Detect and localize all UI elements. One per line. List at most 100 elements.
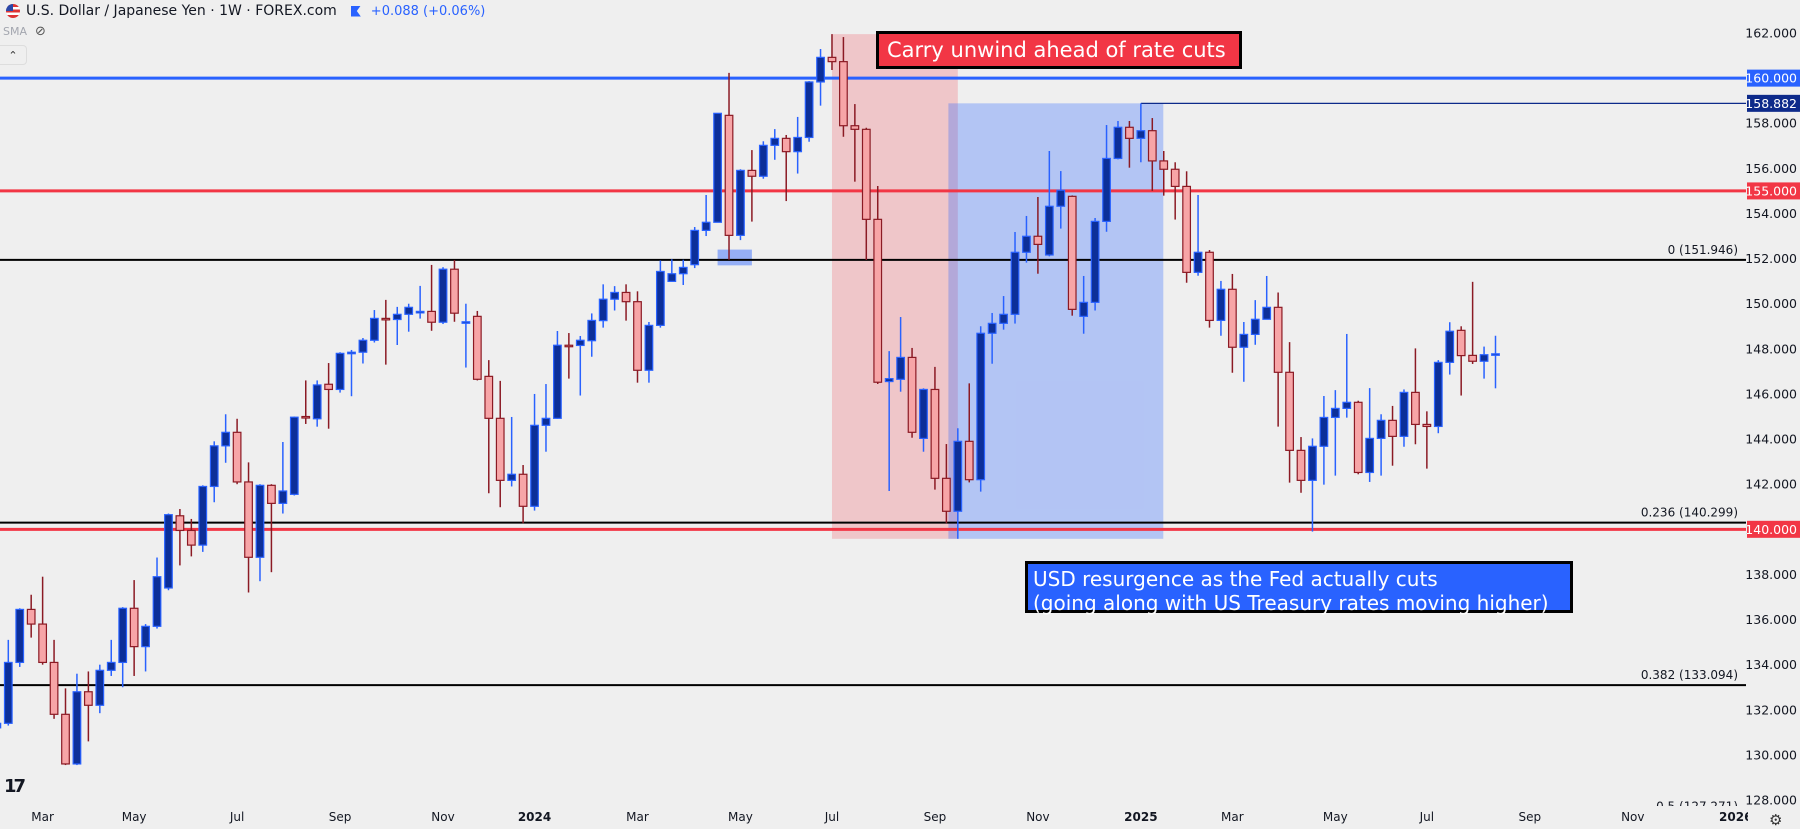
candle-body-up xyxy=(987,322,997,334)
candle xyxy=(1319,395,1329,485)
candle xyxy=(106,639,116,676)
us-japan-flag-icon xyxy=(6,4,20,18)
indicator-legend[interactable]: SMA ⊘ xyxy=(3,24,46,39)
time-tick-label: 2024 xyxy=(518,810,551,824)
candle xyxy=(1353,400,1363,475)
candle xyxy=(736,169,745,241)
price-tick-label: 148.000 xyxy=(1745,341,1797,356)
price-tick-label: 144.000 xyxy=(1745,432,1797,447)
candle xyxy=(49,639,59,719)
candle-body-up xyxy=(541,417,551,426)
candle xyxy=(621,284,631,321)
candle-body-down xyxy=(964,440,974,481)
candle xyxy=(713,112,722,223)
candle-body-down xyxy=(633,301,642,371)
candle xyxy=(438,267,448,325)
candle-body-down xyxy=(1456,329,1466,357)
sma-indicator-label[interactable]: SMA xyxy=(3,25,27,38)
candle xyxy=(1388,405,1397,466)
price-label-bg-140.000 xyxy=(1747,520,1800,538)
candle xyxy=(129,580,139,676)
collapse-legend-button[interactable]: ⌃ xyxy=(0,45,27,65)
candle xyxy=(1273,292,1283,427)
candle-body-up xyxy=(758,144,768,177)
price-tick-label: 134.000 xyxy=(1745,657,1797,672)
candle xyxy=(1433,360,1443,434)
carry-unwind-annotation[interactable]: Carry unwind ahead of rate cuts xyxy=(876,31,1242,69)
candle-body-down xyxy=(1468,354,1478,362)
candle xyxy=(930,366,940,490)
price-tick-label: 156.000 xyxy=(1745,161,1797,176)
candle-body-up xyxy=(1330,407,1340,419)
time-tick-label: 2025 xyxy=(1124,810,1157,824)
time-tick-label: May xyxy=(1323,810,1348,824)
candle xyxy=(1411,348,1420,445)
candle-body-up xyxy=(404,306,414,315)
candle xyxy=(1342,333,1352,418)
price-axis[interactable]: 128.000 130.000 132.000 134.000 136.000 138.0… xyxy=(1745,26,1800,808)
time-tick-label: 2026 xyxy=(1719,810,1752,824)
levels-layer: 0 (151.946) 0.236 (140.299) 0.382 (133.094… xyxy=(0,76,1746,806)
candle xyxy=(518,465,528,524)
candle xyxy=(507,416,517,487)
candle-body-up xyxy=(804,81,814,139)
candle-body-up xyxy=(1056,189,1066,207)
candle xyxy=(1262,275,1272,320)
candle-body-up xyxy=(1262,306,1272,320)
candle xyxy=(141,624,150,672)
settings-icon[interactable]: ⚙ xyxy=(1769,811,1783,829)
chevron-up-icon: ⌃ xyxy=(8,49,18,62)
candle-body-down xyxy=(747,169,757,177)
candle xyxy=(1250,300,1260,345)
candle xyxy=(1022,215,1031,263)
candle xyxy=(941,444,951,524)
candle-body-down xyxy=(518,473,528,507)
candle xyxy=(587,313,597,357)
candle-body-up xyxy=(198,485,208,546)
candle-body-up xyxy=(1010,251,1020,315)
flag-marker-icon[interactable] xyxy=(350,5,361,17)
candle-body-down xyxy=(1182,185,1192,273)
candle xyxy=(530,393,539,511)
candle-body-up xyxy=(587,319,597,342)
candle xyxy=(850,104,860,182)
candle-body-up xyxy=(655,270,665,326)
candle xyxy=(633,291,642,383)
candle xyxy=(198,485,208,552)
candle xyxy=(152,557,162,629)
candle-body-up xyxy=(1022,235,1031,253)
candle-body-down xyxy=(1125,126,1134,139)
candle-body-up xyxy=(312,384,322,420)
time-tick-label: Mar xyxy=(31,810,54,824)
candle-body-up xyxy=(392,313,402,321)
candle-body-up xyxy=(690,229,700,266)
candle xyxy=(758,141,768,179)
candle-body-up xyxy=(15,608,25,664)
candle xyxy=(209,441,219,503)
candle xyxy=(15,608,25,667)
candle-body-up xyxy=(1445,330,1455,363)
candle xyxy=(404,303,414,332)
candle xyxy=(793,116,803,174)
candle-body-down xyxy=(38,623,48,664)
candle xyxy=(1422,411,1432,469)
price-label-bg-155.000 xyxy=(1747,182,1800,200)
time-axis[interactable]: Mar May Jul Sep Nov 2024 Mar May Jul Sep Nov 2025 Ma… xyxy=(31,810,1752,824)
candle-body-down xyxy=(129,607,139,648)
tradingview-logo[interactable]: 17 xyxy=(4,776,26,797)
candle-body-down xyxy=(930,388,940,479)
usd-resurgence-annotation[interactable]: USD resurgence as the Fed actually cuts … xyxy=(1025,561,1573,615)
candle-body-down xyxy=(267,484,276,504)
candle-body-up xyxy=(1365,437,1375,474)
symbol-title[interactable]: U.S. Dollar / Japanese Yen · 1W · FOREX.… xyxy=(26,3,337,19)
eye-slash-icon[interactable]: ⊘ xyxy=(35,24,46,39)
candle xyxy=(3,639,13,726)
usd-resurgence-text-line1: USD resurgence as the Fed actually cuts xyxy=(1033,567,1438,591)
candle-body-up xyxy=(141,625,150,648)
candle xyxy=(164,513,173,591)
candle-body-up xyxy=(816,56,825,83)
candle-body-up xyxy=(1113,126,1123,160)
candle xyxy=(1216,280,1226,336)
candle-body-up xyxy=(289,416,299,495)
